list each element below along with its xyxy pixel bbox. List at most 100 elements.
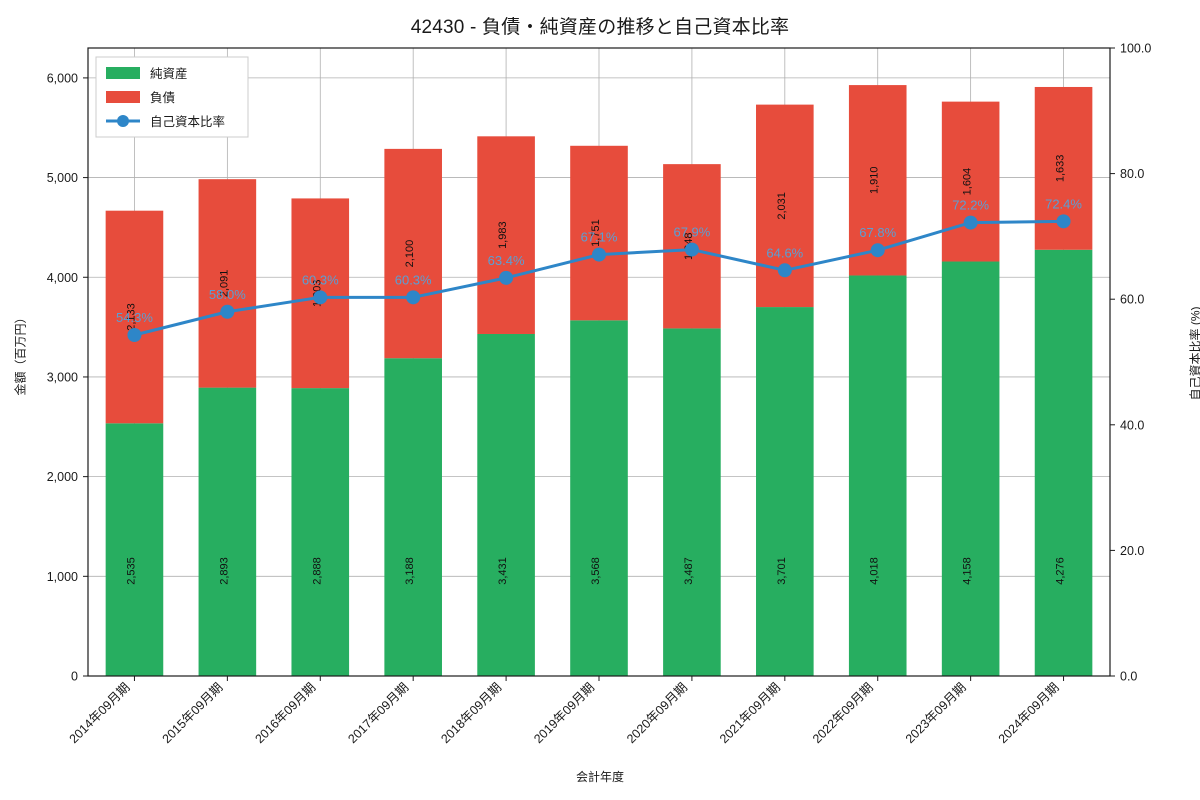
bar-label-equity: 4,158 xyxy=(962,557,974,585)
bar-segment-equity[interactable] xyxy=(1034,249,1093,677)
x-axis-tick-label: 2021年09月期 xyxy=(717,680,783,746)
x-axis-tick-label: 2024年09月期 xyxy=(996,680,1062,746)
equity-ratio-label: 67.1% xyxy=(581,230,618,245)
bar-segment-equity[interactable] xyxy=(941,261,1000,676)
bar-segment-debt[interactable] xyxy=(105,210,164,424)
bar-label-debt: 1,604 xyxy=(962,168,974,196)
equity-ratio-point[interactable] xyxy=(592,247,606,262)
y-axis-tick-label-right: 100.0 xyxy=(1120,42,1151,56)
bar-label-equity: 4,276 xyxy=(1055,557,1067,585)
bar-label-equity: 2,535 xyxy=(125,557,137,585)
equity-ratio-point[interactable] xyxy=(777,263,792,278)
equity-ratio-point[interactable] xyxy=(1056,214,1071,229)
y-axis-label-left: 金額（百万円） xyxy=(13,311,28,396)
equity-ratio-point[interactable] xyxy=(220,304,235,319)
bar-label-debt: 2,100 xyxy=(404,240,416,268)
bar-segment-debt[interactable] xyxy=(477,136,535,334)
equity-ratio-label: 60.3% xyxy=(395,272,432,287)
bar-segment-equity[interactable] xyxy=(384,358,442,676)
legend-label-0: 純資産 xyxy=(150,66,188,81)
x-axis-tick-label: 2020年09月期 xyxy=(624,680,690,746)
x-axis-tick-label: 2023年09月期 xyxy=(903,680,969,746)
x-axis-tick-label: 2019年09月期 xyxy=(531,680,597,746)
x-axis-tick-label: 2018年09月期 xyxy=(438,680,504,746)
bar-label-equity: 3,568 xyxy=(590,557,602,585)
bar-segment-debt[interactable] xyxy=(941,101,1000,262)
equity-ratio-point[interactable] xyxy=(870,243,885,258)
bar-label-debt: 2,133 xyxy=(125,303,137,331)
y-axis-tick-label-left: 6,000 xyxy=(47,71,78,85)
bar-label-debt: 1,910 xyxy=(869,167,881,195)
bar-group: 3,568 1,751 xyxy=(570,145,628,676)
bar-segment-equity[interactable] xyxy=(105,423,164,676)
equity-ratio-point[interactable] xyxy=(313,290,328,305)
legend-label-2: 自己資本比率 xyxy=(150,114,225,129)
equity-ratio-label: 72.4% xyxy=(1045,196,1082,211)
bar-segment-equity[interactable] xyxy=(477,333,535,676)
y-axis-tick-label-left: 4,000 xyxy=(47,271,78,285)
equity-ratio-point[interactable] xyxy=(127,327,142,342)
bar-group: 3,188 2,100 xyxy=(384,148,442,676)
y-axis-tick-label-left: 3,000 xyxy=(47,370,78,384)
equity-ratio-label: 54.3% xyxy=(116,310,153,325)
y-axis-tick-label-right: 0.0 xyxy=(1120,670,1137,684)
bar-group: 3,701 2,031 xyxy=(756,104,814,676)
equity-ratio-point[interactable] xyxy=(406,290,421,305)
bar-segment-debt[interactable] xyxy=(384,148,442,359)
y-axis-tick-label-right: 20.0 xyxy=(1120,544,1144,558)
y-axis-tick-label-left: 2,000 xyxy=(47,470,78,484)
bar-group: 2,893 2,091 xyxy=(198,179,257,676)
bar-group: 2,535 2,133 xyxy=(105,210,164,676)
equity-ratio-point[interactable] xyxy=(963,215,978,230)
bar-segment-equity[interactable] xyxy=(570,320,628,676)
x-axis-tick-label: 2014年09月期 xyxy=(67,680,133,746)
legend-swatch-1 xyxy=(106,91,140,103)
bar-label-equity: 4,018 xyxy=(869,557,881,585)
y-axis-tick-label-right: 80.0 xyxy=(1120,167,1144,181)
x-axis-tick-label: 2016年09月期 xyxy=(252,680,318,746)
y-axis-tick-label-right: 60.0 xyxy=(1120,293,1144,307)
bar-label-equity: 2,888 xyxy=(311,557,323,585)
bar-group: 2,8881,903 xyxy=(291,198,350,676)
bar-segment-equity[interactable] xyxy=(291,388,350,676)
bar-segment-debt[interactable] xyxy=(198,179,257,388)
x-axis-label: 会計年度 xyxy=(575,770,624,784)
equity-ratio-label: 64.6% xyxy=(766,245,803,260)
equity-ratio-point[interactable] xyxy=(499,270,514,285)
bar-label-equity: 3,487 xyxy=(683,557,695,585)
equity-ratio-label: 63.4% xyxy=(488,253,525,268)
x-axis-tick-label: 2017年09月期 xyxy=(345,680,411,746)
y-axis-tick-label-right: 40.0 xyxy=(1120,418,1144,432)
equity-ratio-label: 58.0% xyxy=(209,287,246,302)
bar-segment-equity[interactable] xyxy=(198,387,257,676)
plot-border xyxy=(87,47,1111,677)
bar-group: 3,4871,648 xyxy=(663,164,721,676)
chart-title: 42430 - 負債・純資産の推移と自己資本比率 xyxy=(410,17,790,38)
legend-marker-2 xyxy=(117,115,129,127)
bar-group: 4,018 1,910 xyxy=(848,85,907,676)
bar-segment-equity[interactable] xyxy=(848,275,907,676)
y-axis-tick-label-left: 0 xyxy=(71,670,78,684)
equity-ratio-label: 60.3% xyxy=(302,272,339,287)
legend-swatch-0 xyxy=(106,67,140,79)
bar-label-equity: 3,431 xyxy=(497,557,509,585)
y-axis-label-right: 自己資本比率 (%) xyxy=(1188,306,1200,401)
bar-label-equity: 3,701 xyxy=(776,557,788,585)
bar-segment-debt[interactable] xyxy=(570,145,628,321)
y-axis-tick-label-left: 1,000 xyxy=(47,570,78,584)
bar-segment-equity[interactable] xyxy=(756,307,814,676)
bar-label-debt: 1,633 xyxy=(1055,155,1067,183)
equity-ratio-label: 72.2% xyxy=(952,198,989,213)
legend-label-1: 負債 xyxy=(150,90,175,105)
x-axis-tick-label: 2015年09月期 xyxy=(160,680,226,746)
bar-label-debt: 1,983 xyxy=(497,221,509,249)
bar-label-debt: 2,031 xyxy=(776,192,788,220)
bar-segment-equity[interactable] xyxy=(663,328,721,676)
bar-label-debt: 1,751 xyxy=(590,219,602,247)
bar-group: 4,158 1,604 xyxy=(941,101,1000,676)
x-axis-tick-label: 2022年09月期 xyxy=(810,680,876,746)
equity-ratio-point[interactable] xyxy=(684,242,699,257)
